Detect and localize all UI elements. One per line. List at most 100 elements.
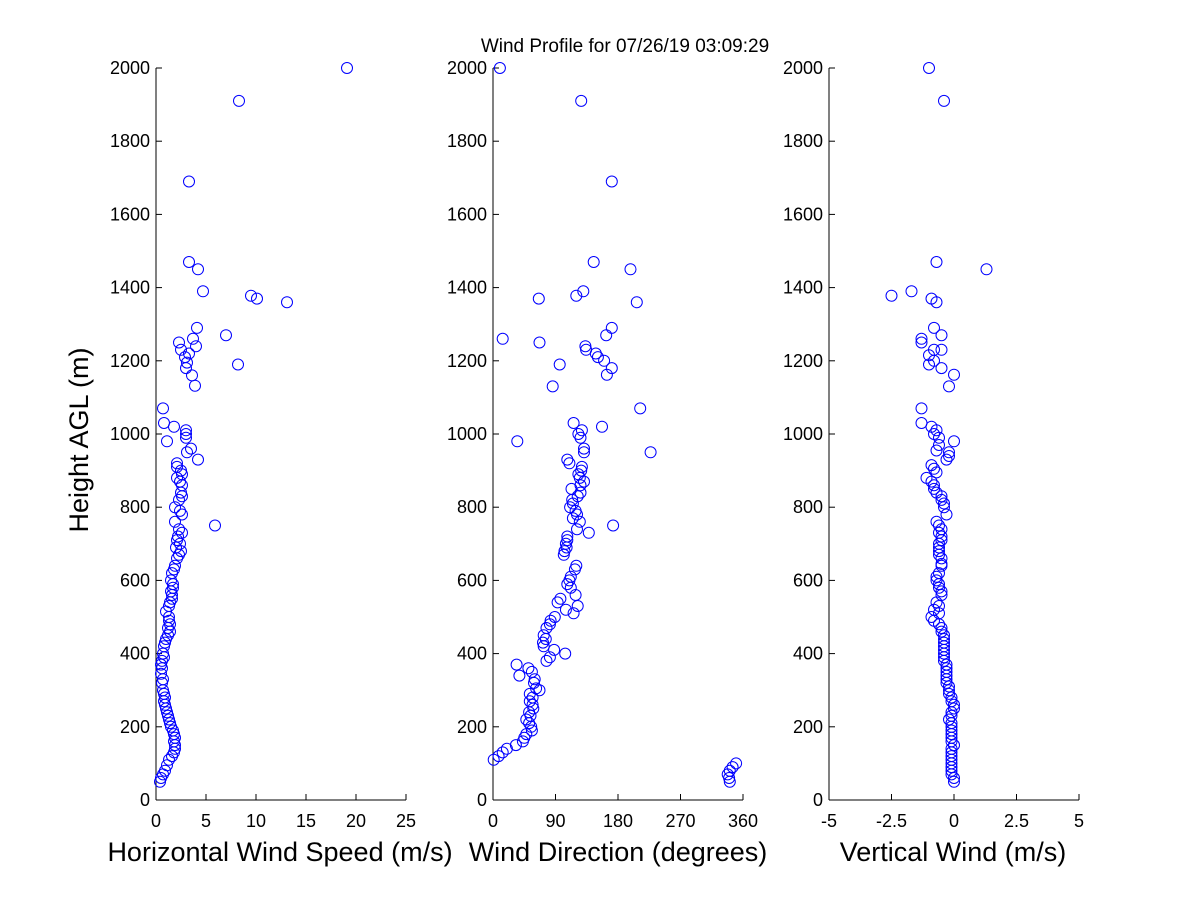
- data-point-vertical: [935, 362, 948, 375]
- data-point-speed: [171, 534, 183, 547]
- data-point-speed: [168, 420, 180, 433]
- data-point-vertical: [940, 453, 953, 466]
- data-point-vertical: [948, 775, 960, 788]
- data-point-direction: [723, 772, 736, 784]
- y-tick-label-vertical: 1400: [783, 278, 823, 298]
- wind-direction-panel: Wind Direction (degrees) 0 200 400 600 800 10…: [447, 58, 767, 867]
- data-point-speed: [163, 713, 175, 726]
- data-point-speed: [157, 684, 169, 697]
- data-point-speed: [176, 508, 188, 521]
- x-axis-label-direction: Wind Direction (degrees): [469, 837, 768, 867]
- data-point-speed: [168, 735, 180, 748]
- data-point-speed: [191, 321, 203, 334]
- data-point-speed: [155, 667, 167, 680]
- data-point-speed: [169, 515, 181, 528]
- data-point-vertical: [928, 482, 940, 495]
- data-point-vertical: [905, 285, 918, 298]
- data-point-vertical: [930, 515, 943, 528]
- data-point-direction: [723, 775, 736, 788]
- data-point-vertical: [945, 768, 958, 781]
- data-point-vertical: [948, 772, 960, 784]
- x-tick-label-direction: 0: [488, 811, 498, 831]
- data-point-speed: [159, 698, 171, 711]
- data-point-vertical: [923, 62, 935, 74]
- data-point-direction: [543, 651, 556, 664]
- data-point-speed: [192, 453, 204, 466]
- data-point-vertical: [935, 534, 948, 547]
- data-point-direction: [540, 654, 553, 667]
- data-point-vertical: [935, 552, 948, 565]
- data-point-speed: [180, 362, 192, 375]
- data-point-speed: [180, 428, 192, 440]
- data-point-direction: [487, 753, 500, 766]
- data-point-speed: [160, 605, 172, 618]
- vertical-wind-panel: Vertical Wind (m/s) 0 200 400 600 800 1000 120…: [783, 58, 1084, 867]
- data-point-vertical: [943, 713, 955, 726]
- data-point-direction: [493, 62, 506, 74]
- y-tick-label-speed: 1400: [110, 278, 150, 298]
- data-point-direction: [587, 256, 600, 268]
- data-point-vertical: [945, 728, 958, 741]
- data-point-direction: [570, 289, 583, 302]
- data-point-vertical: [930, 466, 943, 479]
- data-point-direction: [537, 640, 550, 653]
- data-point-direction: [730, 757, 743, 770]
- data-point-direction: [523, 687, 536, 700]
- data-point-direction: [554, 592, 567, 605]
- data-point-speed: [185, 442, 197, 455]
- data-point-speed: [180, 424, 192, 437]
- data-point-direction: [578, 446, 590, 459]
- data-point-vertical: [885, 289, 898, 302]
- x-tick-label-direction: 180: [603, 811, 633, 831]
- data-point-vertical: [930, 596, 943, 609]
- y-tick-label-vertical: 1600: [783, 204, 823, 224]
- figure-title: Wind Profile for 07/26/19 03:09:29: [481, 36, 769, 57]
- data-point-speed: [192, 263, 204, 276]
- data-point-direction: [551, 596, 564, 609]
- data-point-direction: [544, 614, 557, 627]
- data-point-direction: [513, 669, 526, 682]
- y-tick-label-vertical: 400: [793, 644, 823, 664]
- x-tick-label-vertical: -5: [821, 811, 837, 831]
- data-point-speed: [175, 343, 187, 356]
- data-point-vertical: [938, 654, 950, 667]
- data-point-speed: [173, 336, 185, 349]
- data-point-speed: [281, 296, 293, 309]
- x-tick-label-vertical: -2.5: [876, 811, 907, 831]
- y-tick-label-speed: 200: [120, 717, 150, 737]
- data-point-speed: [161, 435, 173, 448]
- data-point-speed: [245, 289, 257, 302]
- data-point-direction: [559, 647, 572, 660]
- data-point-direction: [571, 523, 583, 536]
- data-point-speed: [164, 717, 176, 730]
- data-point-vertical: [933, 526, 945, 539]
- data-point-direction: [560, 541, 573, 554]
- data-point-direction: [546, 380, 559, 393]
- data-point-speed: [159, 636, 171, 649]
- data-point-direction: [600, 329, 613, 342]
- data-point-speed: [183, 347, 195, 360]
- data-point-vertical: [928, 321, 940, 334]
- x-axis-label-vertical: Vertical Wind (m/s): [840, 837, 1067, 867]
- y-tick-label-direction: 1400: [447, 278, 487, 298]
- data-point-speed: [220, 329, 232, 342]
- data-point-vertical: [935, 329, 948, 342]
- data-point-vertical: [948, 368, 960, 381]
- x-tick-label-speed: 10: [246, 811, 266, 831]
- data-point-vertical: [943, 446, 955, 459]
- data-point-direction: [598, 354, 611, 367]
- y-tick-label-speed: 1800: [110, 131, 150, 151]
- data-point-direction: [543, 618, 556, 631]
- data-point-vertical: [940, 508, 953, 521]
- y-tick-label-direction: 200: [457, 717, 487, 737]
- data-point-vertical: [928, 462, 940, 475]
- y-tick-label-direction: 1200: [447, 351, 487, 371]
- data-point-direction: [574, 431, 587, 444]
- data-point-direction: [571, 600, 584, 612]
- y-tick-label-speed: 600: [120, 570, 150, 590]
- data-point-direction: [573, 471, 586, 484]
- data-point-direction: [573, 515, 586, 528]
- data-point-direction: [557, 548, 570, 561]
- data-point-direction: [533, 336, 546, 349]
- data-point-speed: [166, 750, 178, 763]
